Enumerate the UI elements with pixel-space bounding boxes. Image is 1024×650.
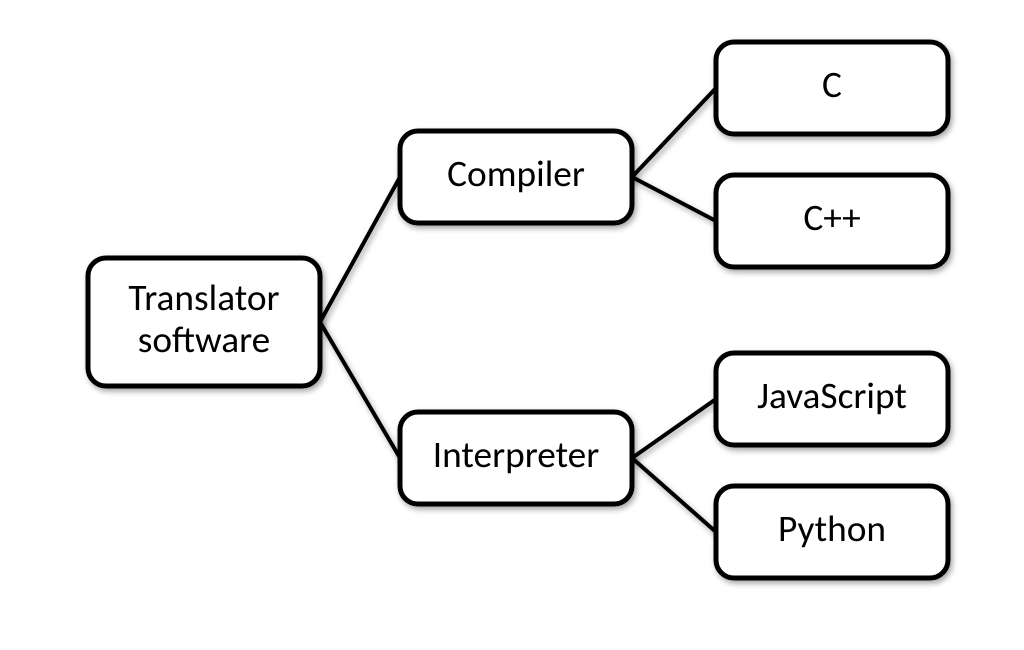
node-label: Interpreter (433, 432, 600, 478)
node-cpp: C++ (716, 175, 948, 267)
node-label: software (138, 317, 271, 363)
node-root: Translatorsoftware (88, 258, 320, 386)
node-label: Compiler (447, 151, 585, 197)
node-label: JavaScript (757, 373, 907, 419)
edge-comp-c (632, 88, 716, 177)
node-py: Python (716, 486, 948, 578)
node-c: C (716, 42, 948, 134)
node-label: C (822, 62, 842, 108)
node-js: JavaScript (716, 353, 948, 445)
edge-intp-js (632, 399, 716, 458)
node-label: C++ (803, 195, 860, 241)
edge-root-comp (320, 177, 400, 322)
tree-diagram: Translatorsoftware Compiler Interpreter C C+… (0, 0, 1024, 650)
edge-intp-py (632, 458, 716, 532)
node-label: Python (778, 506, 886, 552)
edge-comp-cpp (632, 177, 716, 221)
nodes-layer: Translatorsoftware Compiler Interpreter C C+… (88, 42, 948, 578)
node-comp: Compiler (400, 131, 632, 223)
edge-root-intp (320, 322, 400, 458)
node-intp: Interpreter (400, 412, 632, 504)
node-label: Translator (128, 275, 279, 321)
